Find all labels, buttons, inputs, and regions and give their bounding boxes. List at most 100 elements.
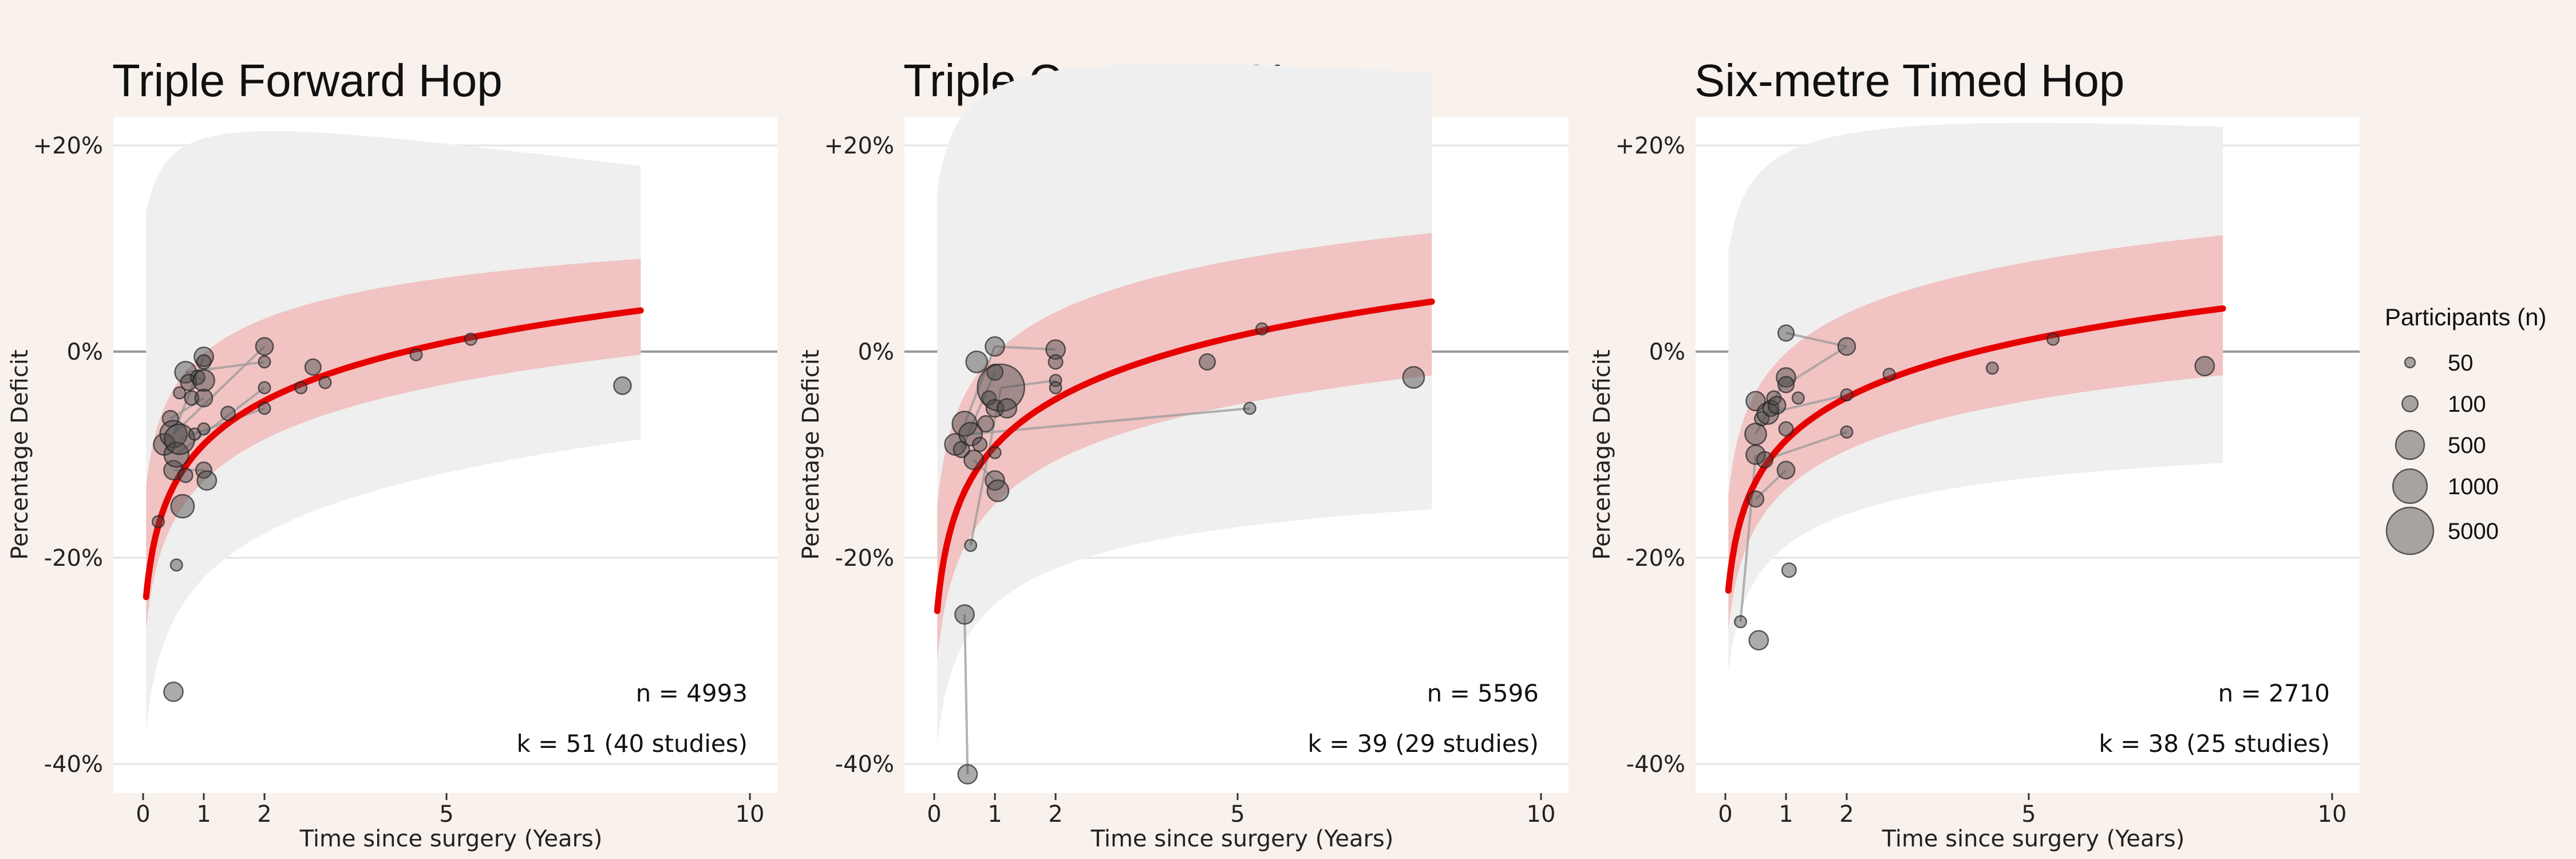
y-tick-label: -40%	[835, 751, 894, 778]
sample-size-annotation: n = 5596	[1427, 679, 1539, 707]
y-tick-label: +20%	[824, 133, 894, 159]
panel-triple-forward-hop: Triple Forward Hop +20% 0% -20% -40% 0 1 2 5 10 Ti…	[7, 55, 777, 852]
study-data-point	[196, 354, 212, 370]
x-tick-label: 0	[136, 801, 150, 828]
x-tick-label: 0	[1718, 801, 1732, 828]
study-count-annotation: k = 51 (40 studies)	[516, 730, 748, 758]
study-data-point	[2194, 356, 2215, 377]
legend-size-marker	[2395, 430, 2425, 460]
x-tick-label: 5	[439, 801, 453, 828]
study-data-point	[177, 467, 193, 483]
study-data-point	[409, 348, 423, 361]
study-connector-line	[176, 387, 266, 456]
study-data-point	[613, 376, 632, 395]
study-connector-line	[1001, 379, 1056, 389]
y-axis-title: Percentage Deficit	[7, 349, 33, 559]
study-connector-line	[1755, 469, 1787, 500]
study-data-point	[170, 494, 195, 519]
x-axis-title: Time since surgery (Years)	[299, 826, 603, 852]
y-axis-title: Percentage Deficit	[1589, 349, 1615, 559]
study-data-point	[957, 764, 978, 785]
legend-size-label: 5000	[2448, 519, 2499, 544]
legend-size-label: 1000	[2448, 474, 2499, 499]
study-data-point	[220, 405, 236, 421]
study-connector-line	[172, 345, 266, 435]
study-data-point	[1243, 401, 1257, 415]
study-data-point	[318, 376, 332, 389]
study-data-point	[985, 336, 1005, 357]
legend-size-marker	[2385, 506, 2435, 555]
study-data-point	[1402, 366, 1425, 389]
study-connector-line	[1767, 393, 1847, 415]
study-data-point	[1882, 368, 1896, 381]
study-data-point	[159, 420, 188, 448]
study-data-point	[1777, 324, 1795, 342]
study-data-point	[1837, 337, 1856, 356]
study-data-point	[1747, 490, 1765, 508]
fitted-trend-line	[143, 307, 644, 600]
x-tick-label: 10	[2318, 801, 2347, 828]
study-data-point	[1840, 425, 1854, 439]
study-data-point	[1778, 421, 1794, 437]
legend-title: Participants (n)	[2385, 304, 2546, 330]
study-data-point	[1767, 396, 1787, 415]
participants-legend: Participants (n) 50 100 500 1000 5000	[2385, 304, 2546, 555]
y-tick-label: -20%	[1626, 545, 1685, 572]
study-data-point	[1756, 451, 1773, 469]
study-data-point	[1754, 411, 1770, 427]
legend-size-label: 100	[2448, 392, 2486, 417]
study-count-annotation: k = 38 (25 studies)	[2099, 730, 2330, 758]
study-connector-line	[1764, 431, 1847, 461]
study-data-point	[2046, 332, 2060, 346]
study-data-point	[151, 515, 165, 529]
study-data-point	[294, 381, 308, 395]
y-tick-label: -40%	[44, 751, 103, 778]
y-tick-label: 0%	[1649, 339, 1685, 365]
sample-size-annotation: n = 4993	[636, 679, 748, 707]
y-tick-label: -20%	[835, 545, 894, 572]
study-data-point	[258, 381, 271, 395]
x-axis-title: Time since surgery (Years)	[1882, 826, 2185, 852]
study-connector-line	[970, 407, 1250, 435]
study-data-point	[958, 421, 983, 447]
study-data-point	[1733, 615, 1748, 629]
x-tick-label: 10	[736, 801, 765, 828]
x-tick-label: 5	[2021, 801, 2036, 828]
x-tick-label: 1	[196, 801, 211, 828]
study-data-point	[258, 355, 271, 369]
study-data-point	[189, 369, 206, 385]
confidence-interval-band	[1728, 235, 2223, 631]
x-axis-title: Time since surgery (Years)	[1091, 826, 1394, 852]
study-data-point	[1198, 353, 1216, 371]
study-data-point	[464, 332, 477, 346]
study-data-point	[163, 681, 184, 702]
panel-title: Triple Forward Hop	[112, 55, 503, 106]
study-data-point	[169, 558, 183, 572]
study-data-point	[1791, 391, 1805, 405]
confidence-interval-band	[146, 259, 641, 630]
study-data-point	[1840, 388, 1854, 402]
study-connector-line	[963, 614, 969, 775]
study-data-point	[196, 470, 218, 491]
legend-size-label: 50	[2448, 350, 2474, 376]
study-data-point	[963, 450, 984, 470]
x-tick-label: 5	[1230, 801, 1244, 828]
study-data-point	[997, 398, 1018, 419]
study-data-point	[258, 401, 271, 415]
study-data-point	[977, 363, 1025, 412]
study-data-point	[971, 436, 988, 452]
study-connector-line	[960, 372, 996, 450]
study-data-point	[192, 369, 215, 392]
fitted-trend-line	[1725, 305, 2226, 594]
y-tick-label: -20%	[44, 545, 103, 572]
study-data-point	[193, 346, 214, 367]
x-tick-label: 2	[257, 801, 271, 828]
panel-triple-crossover-hop: Triple Crossover Hop+20%0%-20%-40%012510…	[798, 55, 1568, 852]
study-data-point	[1045, 339, 1066, 360]
study-connector-line	[969, 387, 1002, 546]
x-tick-label: 1	[1779, 801, 1793, 828]
legend-size-label: 500	[2448, 433, 2486, 458]
y-tick-label: -40%	[1626, 751, 1685, 778]
legend-size-marker	[2401, 395, 2419, 413]
